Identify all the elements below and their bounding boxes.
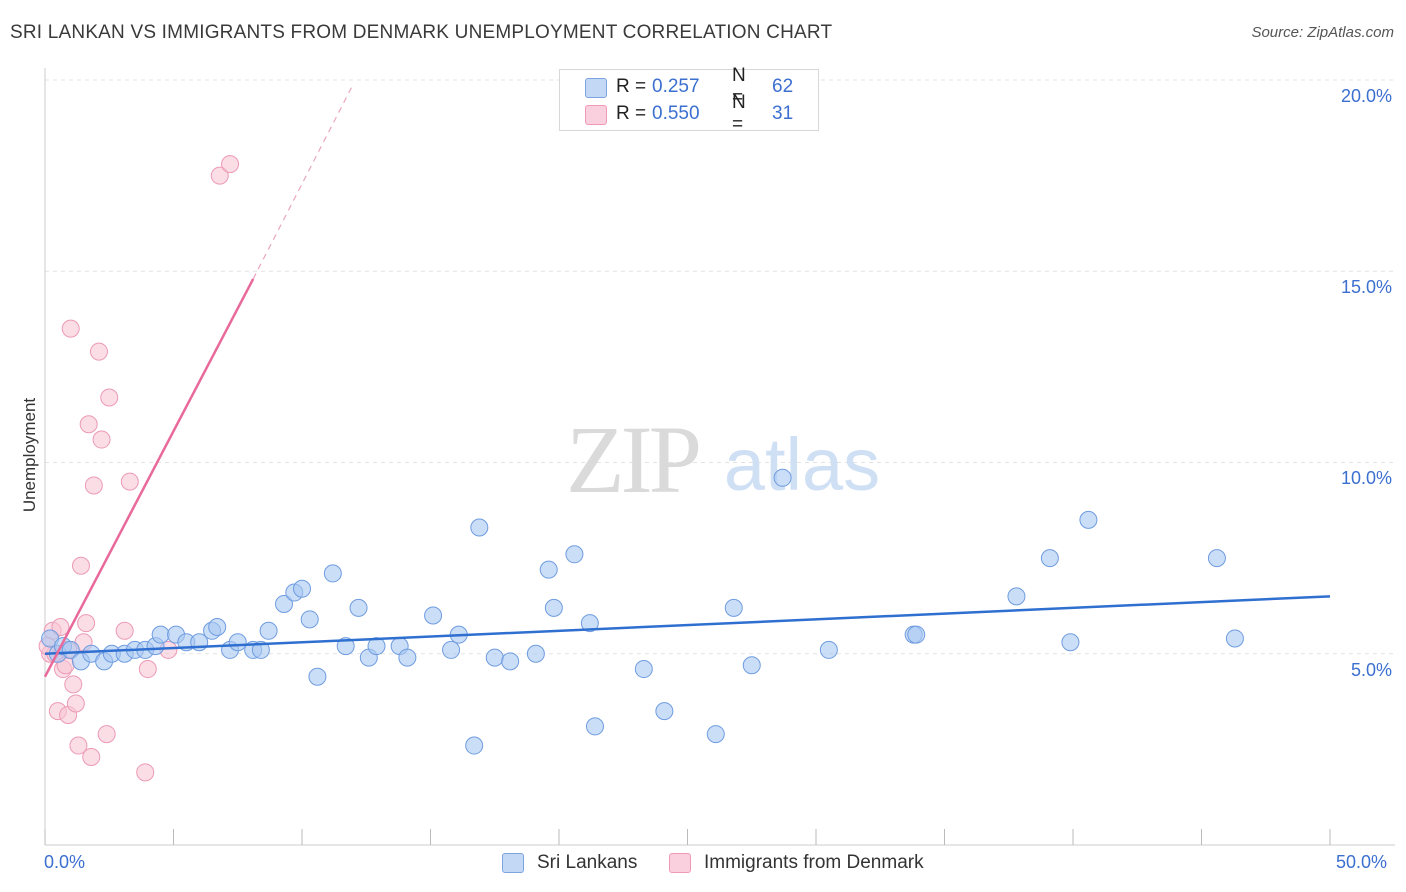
denmark-point xyxy=(64,675,83,694)
legend-item-srilankans[interactable]: Sri Lankans xyxy=(502,852,637,874)
srilankan-point xyxy=(293,579,311,598)
denmark-point xyxy=(97,725,116,744)
srilankan-point xyxy=(1207,549,1226,568)
srilankan-point xyxy=(1007,587,1026,606)
series-denmark-points xyxy=(38,155,240,782)
gridlines xyxy=(45,79,1395,655)
srilankan-point xyxy=(398,648,417,667)
denmark-point xyxy=(66,694,85,713)
r-value: 0.257 xyxy=(652,76,700,97)
legend-label-denmark: Immigrants from Denmark xyxy=(704,852,924,873)
legend-swatch-blue xyxy=(502,853,524,873)
srilankan-point xyxy=(706,725,725,744)
y-tick-20: 20.0% xyxy=(1340,86,1392,106)
denmark-point xyxy=(221,155,240,174)
denmark-point xyxy=(100,388,119,407)
srilankan-point xyxy=(323,564,342,583)
denmark-point xyxy=(210,166,229,185)
srilankan-point xyxy=(585,717,604,736)
denmark-point xyxy=(138,660,157,679)
srilankan-point xyxy=(349,598,368,617)
denmark-point xyxy=(61,319,80,338)
srilankan-point xyxy=(336,637,355,656)
n-label: N = xyxy=(732,92,746,135)
srilankan-point xyxy=(208,617,227,636)
srilankan-point xyxy=(470,518,489,537)
trend-line-denmark-extension xyxy=(252,83,354,280)
srilankan-point xyxy=(634,660,653,679)
denmark-point xyxy=(115,621,134,640)
srilankan-point xyxy=(465,736,484,755)
y-tick-15: 15.0% xyxy=(1340,277,1392,297)
legend-swatch-pink xyxy=(669,853,691,873)
trend-lines xyxy=(43,83,1331,678)
legend-swatch-pink xyxy=(585,105,607,125)
r-value: 0.550 xyxy=(652,103,700,124)
chart-title: SRI LANKAN VS IMMIGRANTS FROM DENMARK UN… xyxy=(10,22,833,43)
denmark-point xyxy=(136,763,155,782)
srilankan-point xyxy=(442,640,461,659)
srilankan-point xyxy=(61,640,80,659)
n-value: 62 xyxy=(772,76,794,97)
y-tick-5: 5.0% xyxy=(1350,660,1392,680)
srilankan-point xyxy=(300,610,319,629)
denmark-point xyxy=(69,736,88,755)
srilankan-point xyxy=(251,640,270,659)
axes xyxy=(44,68,1395,846)
srilankan-point xyxy=(228,633,247,652)
srilankan-point xyxy=(724,598,743,617)
srilankan-point xyxy=(655,702,674,721)
denmark-point xyxy=(120,472,139,491)
srilankan-point xyxy=(773,468,792,487)
denmark-point xyxy=(77,614,96,633)
n-value: 31 xyxy=(772,103,794,124)
r-label: R = xyxy=(616,76,647,97)
srilankan-point xyxy=(259,621,278,640)
srilankan-point xyxy=(580,614,599,633)
denmark-point xyxy=(79,415,98,434)
srilankan-point xyxy=(819,640,838,659)
srilankan-point xyxy=(565,545,584,564)
legend-swatch-blue xyxy=(585,78,607,98)
srilankan-point xyxy=(1079,510,1098,529)
srilankan-point xyxy=(485,648,504,667)
denmark-point xyxy=(71,556,90,575)
srilankan-point xyxy=(742,656,761,675)
correlation-legend: R = 0.257 N = 62 R = 0.550 N = 31 xyxy=(559,65,819,135)
srilankan-point xyxy=(501,652,520,671)
legend-item-denmark[interactable]: Immigrants from Denmark xyxy=(669,852,924,874)
n-label: N = xyxy=(732,65,746,108)
srilankan-point xyxy=(308,667,327,686)
srilankan-point xyxy=(424,606,443,625)
srilankan-point xyxy=(1225,629,1244,648)
r-label: R = xyxy=(616,103,647,124)
srilankan-point xyxy=(539,560,558,579)
srilankan-point xyxy=(151,625,170,644)
denmark-point xyxy=(92,430,111,449)
x-tick-max: 50.0% xyxy=(1336,852,1388,872)
watermark-atlas: atlas xyxy=(724,423,880,506)
denmark-point xyxy=(51,617,70,636)
srilankan-point xyxy=(275,595,294,614)
source-label: Source: ZipAtlas.com xyxy=(1251,24,1394,41)
srilankan-point xyxy=(1040,549,1059,568)
trend-line-srilankans xyxy=(44,595,1331,655)
srilankan-point xyxy=(526,644,545,663)
srilankan-point xyxy=(907,625,926,644)
legend-label-srilankans: Sri Lankans xyxy=(537,852,638,873)
srilankan-point xyxy=(544,598,563,617)
x-tick-min: 0.0% xyxy=(44,852,86,872)
denmark-point xyxy=(89,342,108,361)
trend-line-denmark xyxy=(43,278,255,678)
denmark-point xyxy=(82,748,101,767)
series-legend: Sri Lankans Immigrants from Denmark xyxy=(0,852,1406,876)
srilankan-point xyxy=(367,637,386,656)
denmark-point xyxy=(84,476,103,495)
y-tick-10: 10.0% xyxy=(1340,468,1392,488)
watermark-zip: ZIP xyxy=(566,406,699,513)
srilankan-point xyxy=(1061,633,1080,652)
